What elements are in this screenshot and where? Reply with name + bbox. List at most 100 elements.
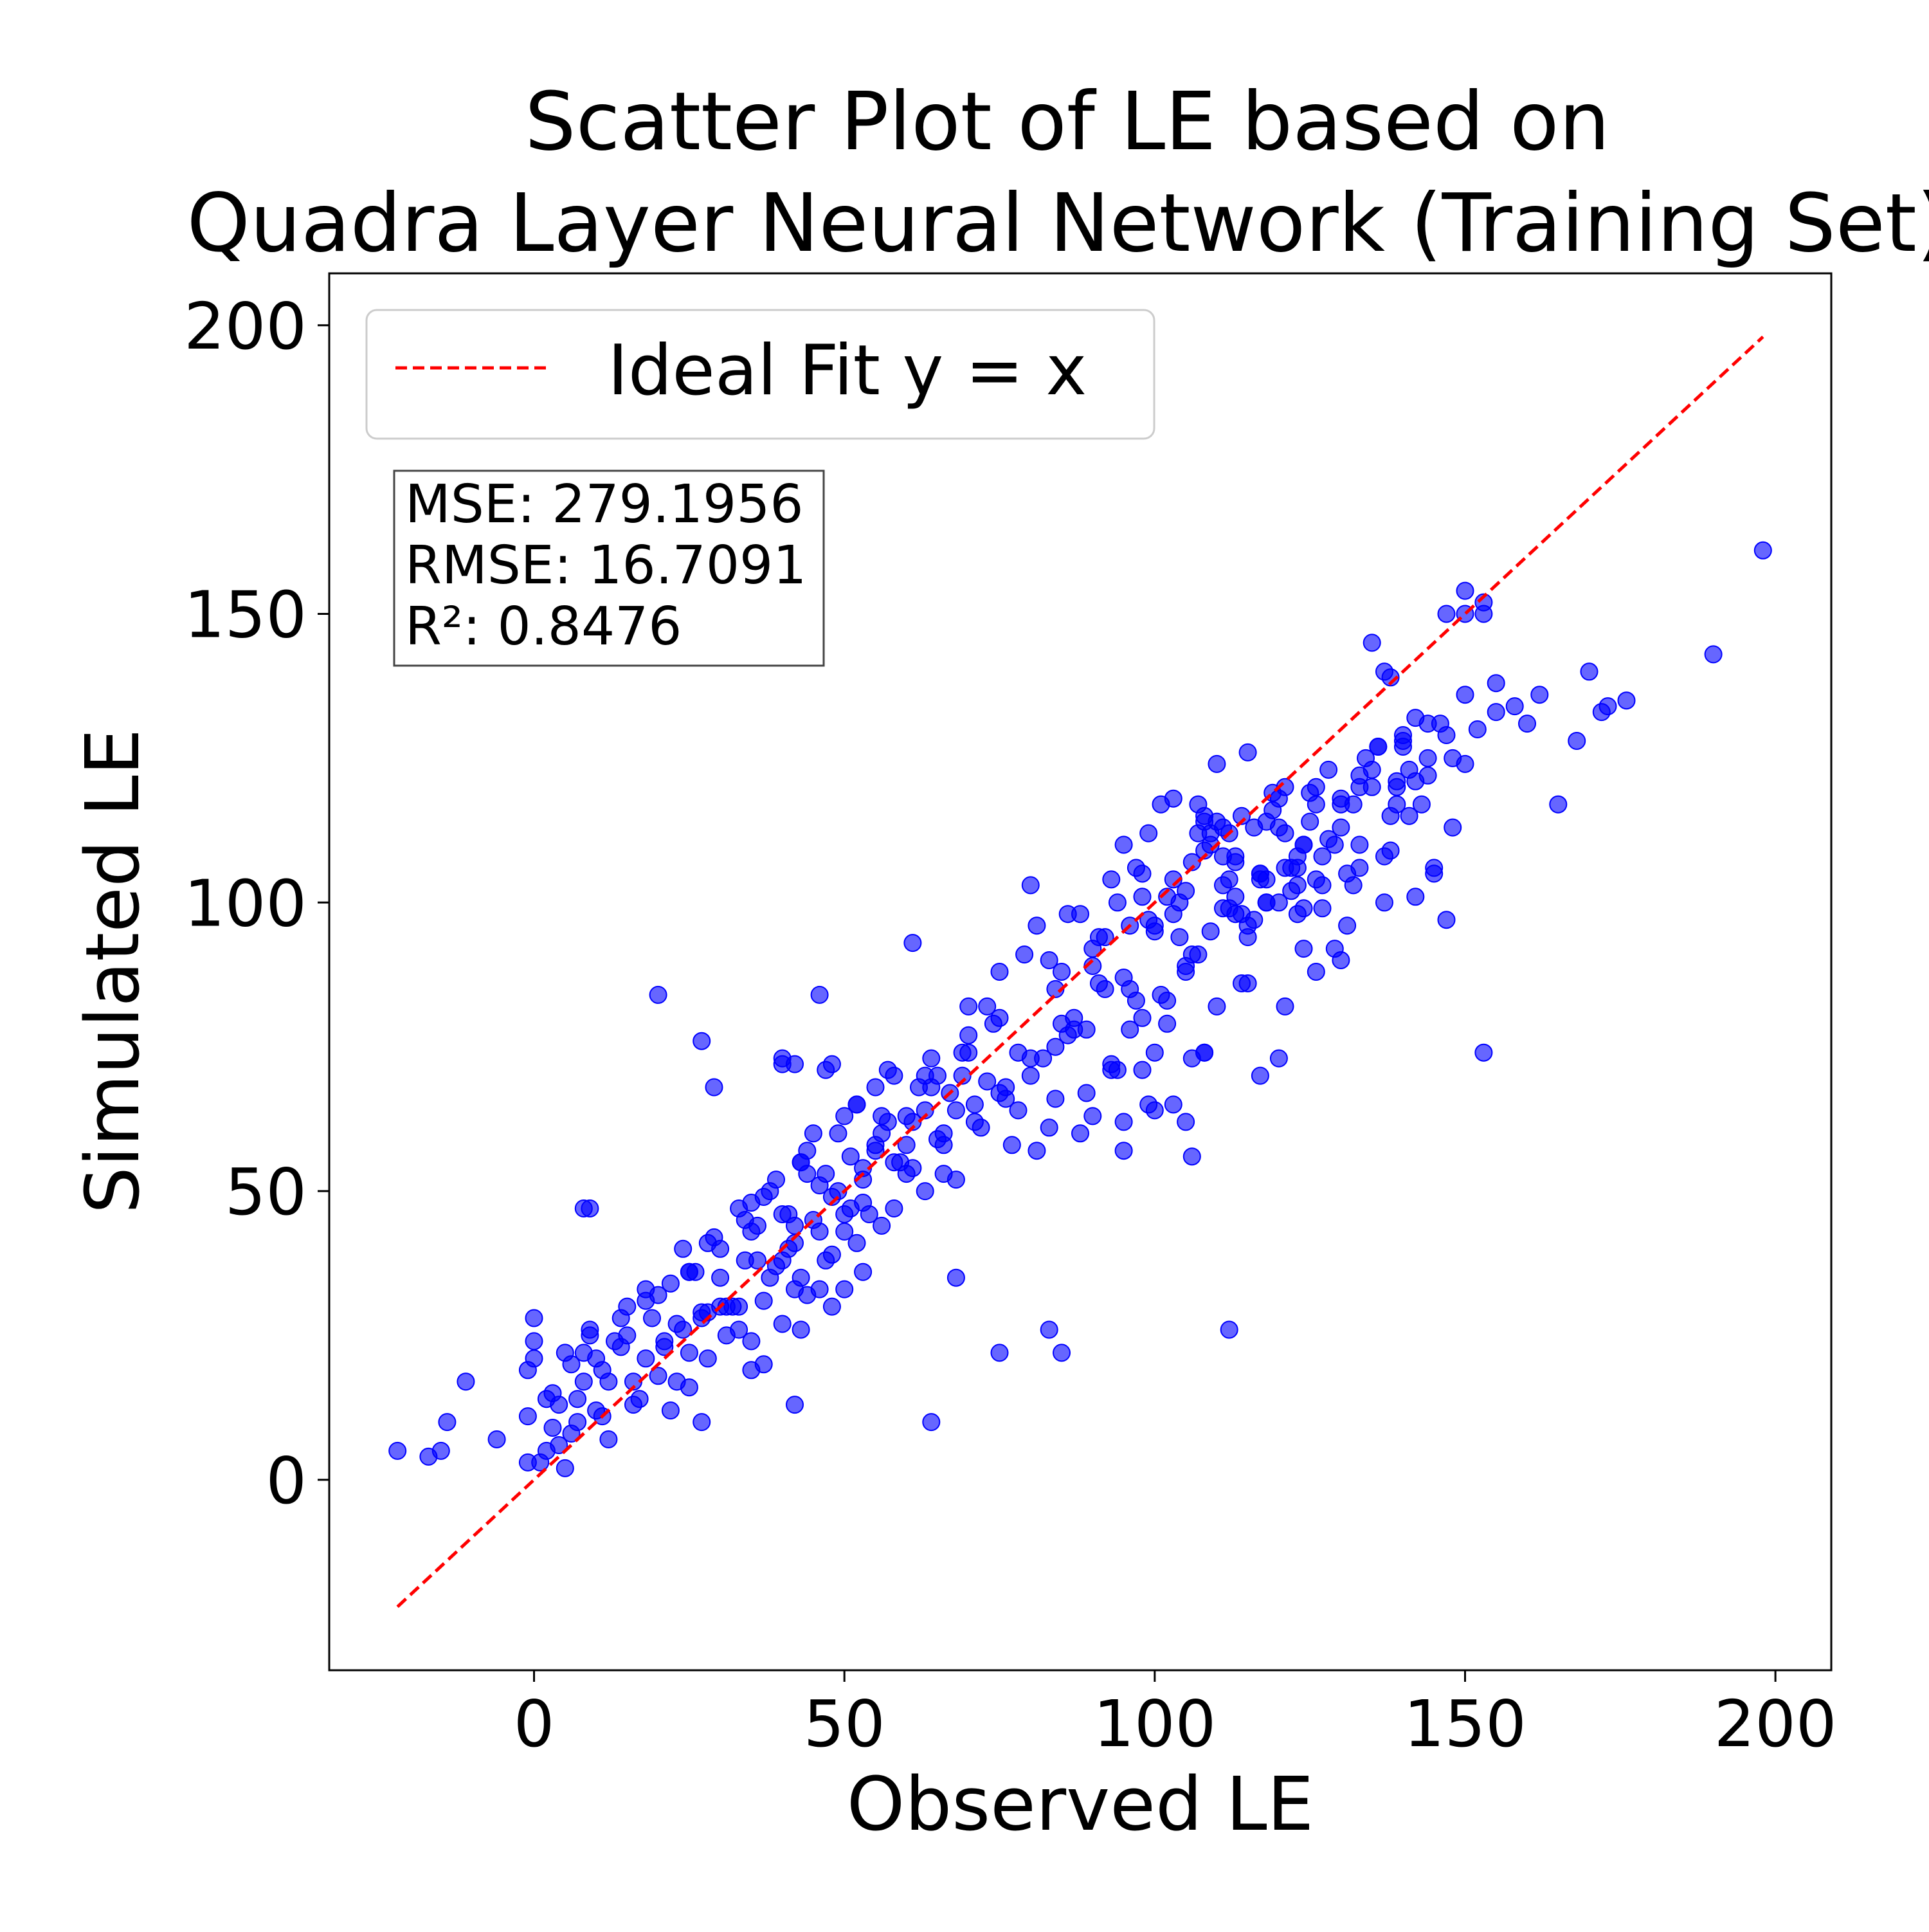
scatter-point — [1369, 738, 1388, 756]
scatter-point — [1220, 1320, 1238, 1339]
scatter-point — [946, 1268, 965, 1287]
scatter-point — [990, 963, 1009, 981]
scatter-point — [568, 1390, 587, 1408]
scatter-point — [1226, 888, 1245, 906]
stats-r2: R²: 0.8476 — [405, 596, 682, 657]
scatter-point — [388, 1441, 407, 1460]
scatter-point — [1145, 922, 1164, 941]
scatter-point — [847, 1095, 866, 1114]
scatter-point — [873, 1124, 891, 1143]
scatter-point — [754, 1355, 773, 1374]
stats-box-frame — [393, 469, 825, 667]
scatter-point — [556, 1459, 574, 1477]
scatter-point — [674, 1239, 693, 1258]
scatter-point — [680, 1262, 698, 1281]
scatter-point — [959, 1026, 978, 1044]
scatter-point — [1580, 662, 1598, 681]
scatter-point — [611, 1309, 630, 1327]
scatter-point — [1090, 928, 1108, 947]
scatter-point — [835, 1107, 854, 1125]
scatter-point — [1530, 686, 1549, 704]
scatter-point — [798, 1286, 817, 1304]
scatter-point — [717, 1326, 736, 1345]
scatter-point — [1363, 633, 1381, 652]
scatter-point — [1177, 1113, 1195, 1131]
scatter-point — [1189, 795, 1208, 814]
scatter-point — [562, 1355, 581, 1374]
scatter-point — [1753, 541, 1772, 560]
scatter-point — [978, 1072, 997, 1091]
scatter-point — [1251, 864, 1269, 883]
scatter-point — [1381, 668, 1400, 687]
scatter-point — [835, 1280, 854, 1299]
scatter-point — [1505, 697, 1524, 716]
scatter-point — [873, 1107, 891, 1125]
x-tick-label: 100 — [1093, 1686, 1216, 1762]
scatter-point — [835, 1222, 854, 1241]
scatter-point — [990, 1344, 1009, 1362]
scatter-point — [754, 1291, 773, 1310]
scatter-point — [587, 1349, 606, 1368]
scatter-point — [1214, 876, 1232, 895]
scatter-point — [1394, 738, 1412, 756]
scatter-point — [1071, 1124, 1089, 1143]
scatter-point — [1276, 997, 1294, 1016]
chart-title-line-1: Scatter Plot of LE based on — [525, 75, 1609, 169]
scatter-point — [1319, 830, 1338, 848]
scatter-point — [543, 1384, 562, 1403]
scatter-point — [643, 1309, 661, 1327]
scatter-point — [1233, 974, 1251, 992]
scatter-point — [705, 1078, 723, 1097]
scatter-point — [1127, 859, 1145, 877]
scatter-point — [1388, 795, 1406, 814]
scatter-point — [1114, 1142, 1133, 1160]
scatter-point — [1015, 945, 1034, 964]
scatter-point — [1040, 951, 1058, 969]
scatter-point — [618, 1326, 637, 1345]
scatter-point — [1053, 963, 1071, 981]
scatter-point — [822, 1297, 841, 1316]
scatter-point — [1164, 1095, 1182, 1114]
scatter-point — [885, 1199, 903, 1217]
x-axis-label: Observed LE — [847, 1762, 1314, 1848]
scatter-point — [1245, 818, 1263, 837]
scatter-points — [388, 541, 1772, 1477]
y-tick-label: 100 — [184, 866, 307, 941]
scatter-point — [1028, 1142, 1046, 1160]
scatter-point — [711, 1268, 730, 1287]
scatter-point — [431, 1441, 450, 1460]
scatter-point — [1238, 743, 1257, 761]
scatter-point — [1201, 922, 1220, 941]
scatter-point — [822, 1055, 841, 1073]
scatter-point — [518, 1361, 537, 1380]
scatter-point — [773, 1205, 792, 1223]
scatter-point — [1598, 697, 1617, 716]
scatter-point — [1431, 715, 1449, 733]
scatter-point — [866, 1142, 885, 1160]
scatter-point — [1133, 1061, 1152, 1079]
scatter-point — [922, 1049, 941, 1068]
scatter-point — [742, 1332, 761, 1351]
scatter-point — [667, 1315, 686, 1333]
scatter-point — [1350, 835, 1369, 854]
ideal-fit-line — [396, 335, 1764, 1608]
x-tick-label: 0 — [514, 1686, 555, 1762]
scatter-point — [1139, 824, 1158, 843]
scatter-point — [1313, 899, 1332, 918]
scatter-point — [680, 1344, 698, 1362]
scatter-point — [1233, 807, 1251, 825]
scatter-point — [1307, 963, 1325, 981]
scatter-point — [1549, 795, 1568, 814]
scatter-point — [1406, 888, 1425, 906]
scatter-point — [1344, 876, 1363, 895]
scatter-point — [1357, 749, 1375, 767]
scatter-point — [1177, 963, 1195, 981]
scatter-point — [1294, 940, 1313, 958]
scatter-point — [1208, 997, 1226, 1016]
legend: Ideal Fit y = x — [365, 309, 1155, 440]
scatter-point — [1518, 715, 1536, 733]
scatter-point — [574, 1199, 593, 1217]
scatter-point — [916, 1066, 934, 1085]
